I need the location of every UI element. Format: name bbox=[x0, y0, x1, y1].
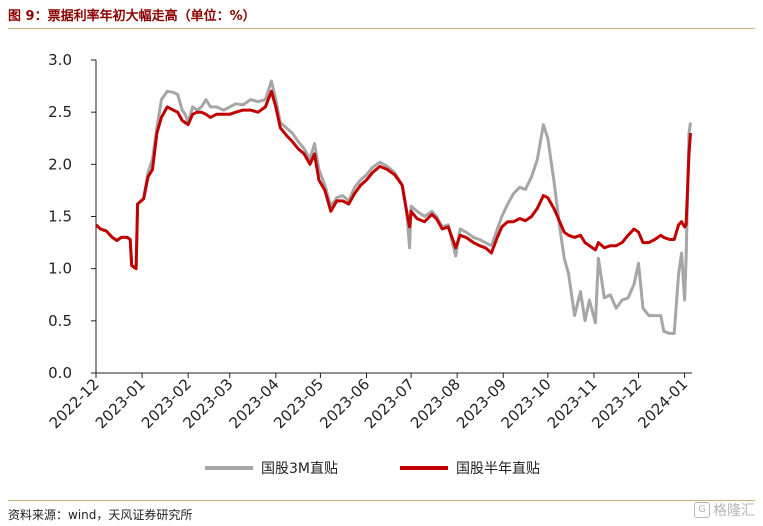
y-tick-label: 1.0 bbox=[48, 260, 72, 278]
bottom-divider bbox=[8, 500, 755, 501]
x-tick-label: 2023-10 bbox=[498, 375, 555, 432]
watermark: G 格隆汇 bbox=[694, 500, 755, 520]
x-tick-label: 2023-12 bbox=[588, 375, 645, 432]
x-tick-label: 2022-12 bbox=[46, 375, 103, 432]
series-line-1 bbox=[94, 79, 692, 335]
title-divider bbox=[8, 28, 755, 29]
x-tick-label: 2023-01 bbox=[92, 375, 149, 432]
x-tick-label: 2023-05 bbox=[270, 375, 327, 432]
legend-label-1: 国股3M直贴 bbox=[261, 460, 338, 477]
legend-label-2: 国股半年直贴 bbox=[456, 460, 540, 477]
y-tick-label: 2.0 bbox=[48, 155, 72, 173]
y-tick-label: 1.5 bbox=[48, 208, 72, 226]
y-tick-label: 0.0 bbox=[48, 364, 72, 382]
x-tick-label: 2023-07 bbox=[361, 375, 418, 432]
chart-legend: 国股3M直贴 国股半年直贴 bbox=[205, 460, 540, 477]
y-tick-label: 0.5 bbox=[48, 312, 72, 330]
chart-series bbox=[94, 79, 692, 335]
series-line-2 bbox=[94, 89, 692, 271]
x-tick-label: 2024-01 bbox=[634, 375, 691, 432]
x-tick-label: 2023-08 bbox=[407, 375, 464, 432]
watermark-logo-icon: G bbox=[694, 502, 710, 518]
y-tick-label: 3.0 bbox=[48, 51, 72, 69]
figure-title: 图 9：票据利率年初大幅走高（单位：%） bbox=[8, 9, 256, 24]
source-note: 资料来源：wind，天风证券研究所 bbox=[8, 508, 193, 522]
watermark-text: 格隆汇 bbox=[713, 503, 755, 519]
y-tick-label: 2.5 bbox=[48, 103, 72, 121]
